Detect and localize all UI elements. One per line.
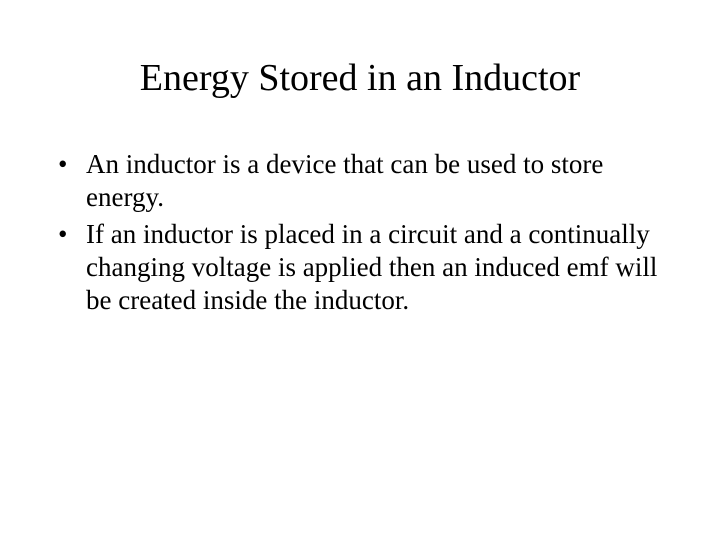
bullet-list: An inductor is a device that can be used…: [50, 148, 670, 317]
bullet-item: If an inductor is placed in a circuit an…: [52, 218, 670, 317]
bullet-item: An inductor is a device that can be used…: [52, 148, 670, 214]
slide-title: Energy Stored in an Inductor: [50, 56, 670, 100]
